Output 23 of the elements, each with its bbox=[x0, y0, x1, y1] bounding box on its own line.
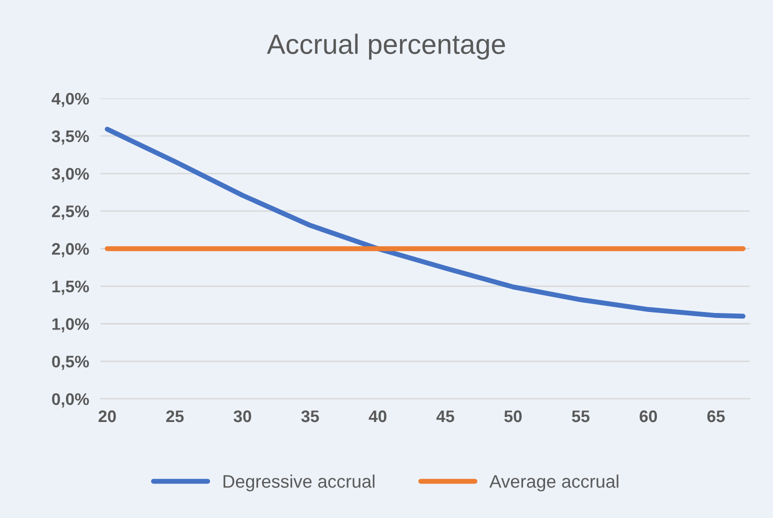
chart-title: Accrual percentage bbox=[266, 34, 505, 60]
y-tick-label: 1,0% bbox=[52, 318, 89, 332]
y-tick-label: 2,5% bbox=[52, 205, 89, 220]
x-tick-label: 20 bbox=[98, 410, 116, 422]
y-tick-label: 0,0% bbox=[52, 393, 89, 408]
y-tick-label: 3,0% bbox=[52, 168, 89, 182]
y-tick-label: 2,0% bbox=[52, 243, 89, 258]
x-tick-label: 30 bbox=[234, 410, 252, 422]
x-tick-label: 60 bbox=[640, 410, 657, 422]
x-tick-label: 45 bbox=[436, 410, 454, 422]
y-tick-label: 3,5% bbox=[52, 130, 89, 145]
legend-label: Average accrual bbox=[489, 474, 618, 492]
x-tick-label: 50 bbox=[504, 410, 522, 422]
line-series bbox=[104, 126, 746, 319]
x-tick-label: 55 bbox=[572, 410, 590, 422]
y-tick-label: 0,5% bbox=[52, 356, 89, 370]
x-tick-label: 35 bbox=[301, 410, 319, 422]
x-tick-label: 25 bbox=[166, 410, 184, 422]
legend-label: Degressive accrual bbox=[224, 474, 374, 492]
x-tick-label: 40 bbox=[368, 410, 386, 422]
y-tick-label: 4,0% bbox=[52, 92, 89, 108]
x-tick-label: 65 bbox=[707, 410, 725, 422]
y-tick-label: 1,5% bbox=[52, 280, 89, 295]
